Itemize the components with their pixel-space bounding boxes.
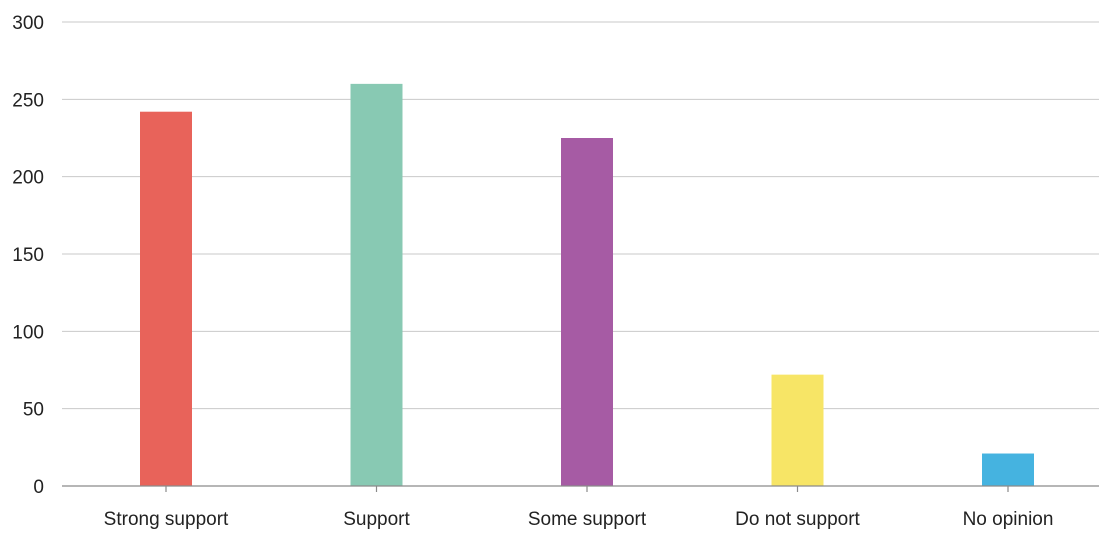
y-tick-label: 300 — [12, 13, 44, 34]
y-axis-tick-labels: 0 50 100 150 200 250 300 — [12, 13, 44, 498]
x-tick-label: Do not support — [735, 509, 860, 530]
bar — [350, 83, 403, 486]
y-tick-label: 150 — [12, 245, 44, 266]
y-tick-label: 250 — [12, 90, 44, 111]
y-tick-label: 100 — [12, 322, 44, 343]
bar — [771, 374, 824, 486]
x-axis — [62, 485, 1099, 492]
x-tick-label: Strong support — [104, 509, 229, 530]
x-tick-label: No opinion — [963, 509, 1054, 530]
y-tick-label: 0 — [33, 477, 44, 498]
x-tick-label: Some support — [528, 509, 647, 530]
bars — [140, 83, 1034, 486]
bar — [561, 138, 613, 486]
y-tick-label: 50 — [23, 400, 44, 421]
y-tick-label: 200 — [12, 168, 44, 189]
bar — [982, 453, 1034, 486]
bar — [140, 111, 192, 486]
x-tick-label: Support — [343, 509, 410, 530]
x-axis-tick-labels: Strong support Support Some support Do not … — [104, 509, 1054, 530]
